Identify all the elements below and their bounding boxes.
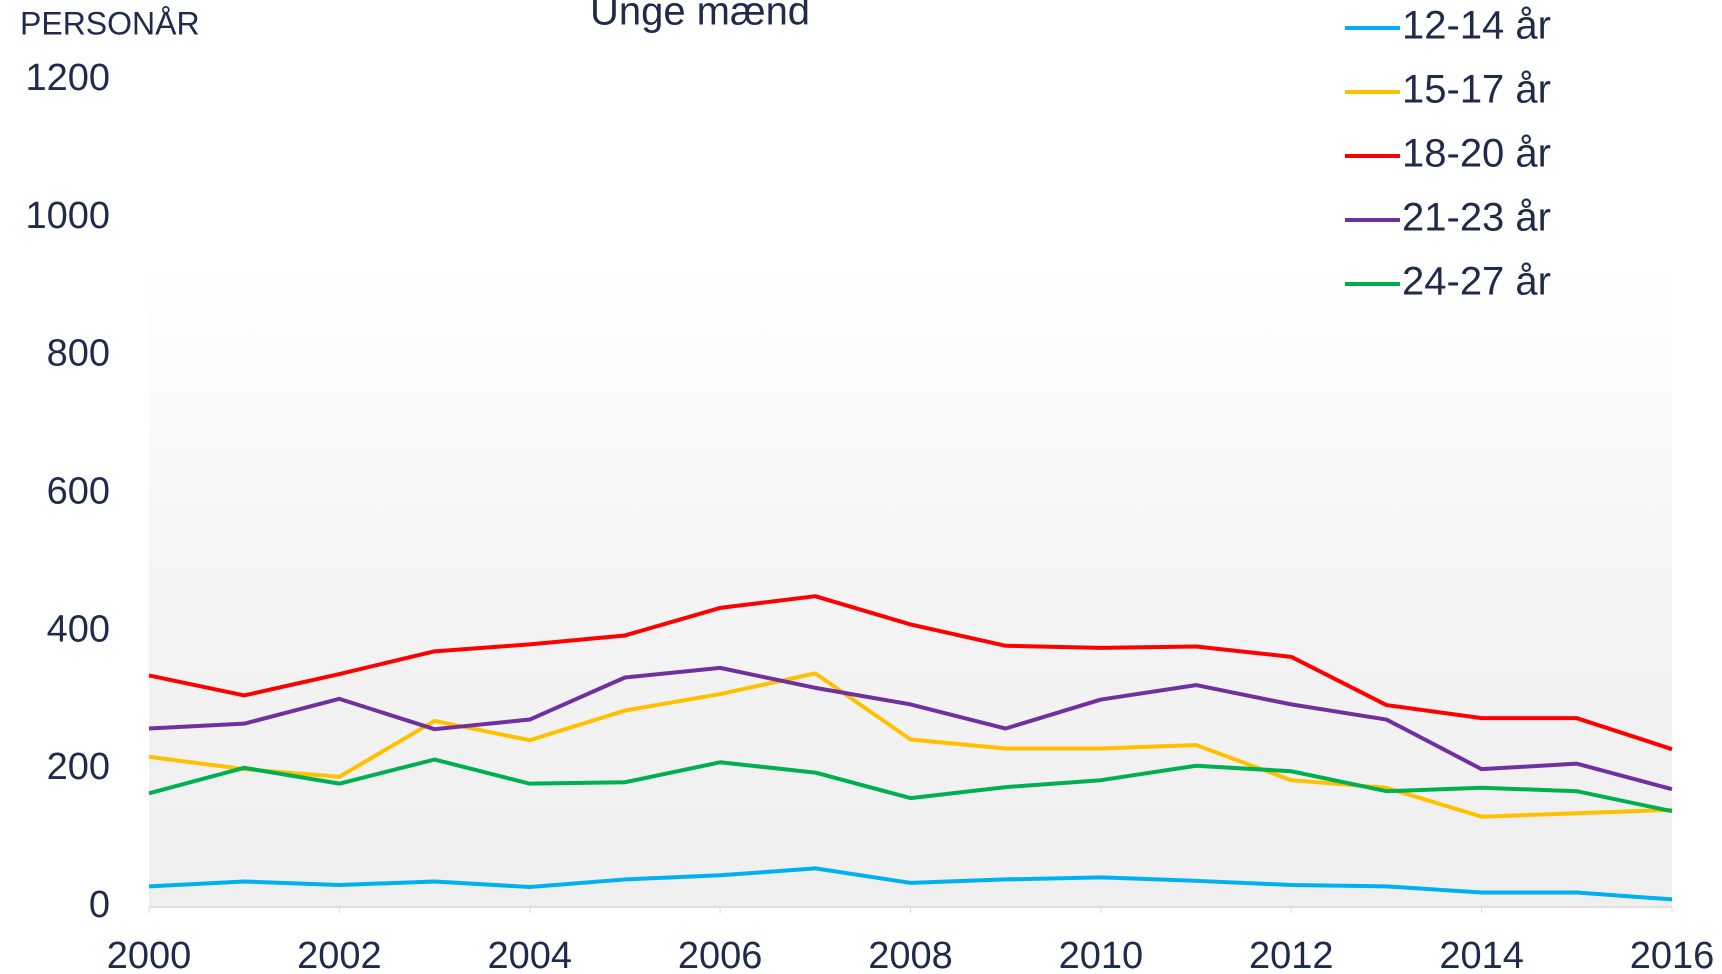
series-line — [148, 594, 1673, 752]
y-tick-label: 800 — [47, 333, 110, 375]
x-tick-label: 2000 — [107, 935, 192, 974]
y-axis-label: PERSONÅR — [20, 5, 200, 41]
x-tick-label: 2006 — [678, 935, 763, 974]
legend-label: 18-20 år — [1402, 132, 1551, 176]
legend-label: 24-27 år — [1402, 260, 1551, 304]
x-tick-label: 2010 — [1059, 935, 1144, 974]
series-line — [148, 866, 1673, 902]
legend-label: 12-14 år — [1402, 4, 1551, 48]
x-tick-label: 2008 — [868, 935, 953, 974]
y-tick-label: 400 — [47, 608, 110, 650]
y-tick-label: 1000 — [25, 195, 110, 237]
legend-label: 15-17 år — [1402, 68, 1551, 112]
y-tick-label: 200 — [47, 746, 110, 788]
series-line — [148, 757, 1673, 814]
x-tick-label: 2014 — [1439, 935, 1524, 974]
y-tick-label: 0 — [89, 884, 110, 926]
x-tick-label: 2016 — [1630, 935, 1715, 974]
y-tick-label: 600 — [47, 471, 110, 513]
x-tick-label: 2012 — [1249, 935, 1334, 974]
x-tick-label: 2004 — [487, 935, 572, 974]
x-tick-label: 2002 — [297, 935, 382, 974]
plot-background — [149, 262, 1672, 907]
y-tick-label: 1200 — [25, 57, 110, 99]
series-line — [148, 665, 1673, 792]
series-line — [148, 671, 1673, 819]
legend-label: 21-23 år — [1402, 196, 1551, 240]
chart-title: Unge mænd — [590, 0, 810, 34]
